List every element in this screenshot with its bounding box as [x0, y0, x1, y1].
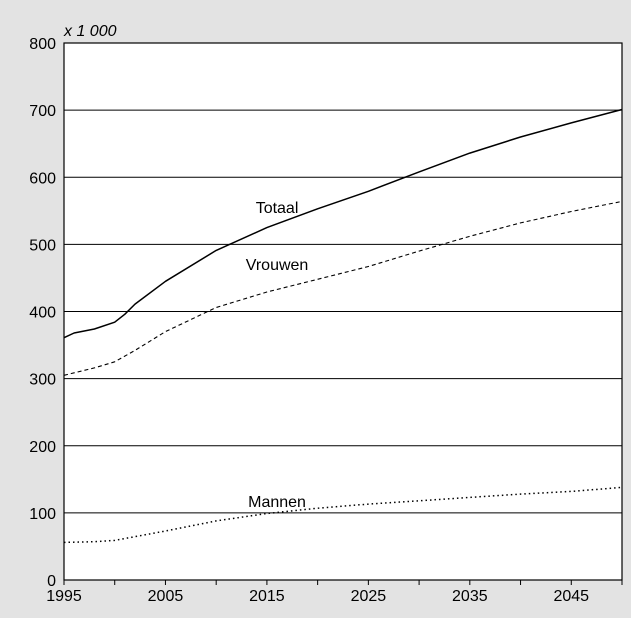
series-label-totaal: Totaal	[256, 200, 299, 217]
series-label-mannen: Mannen	[248, 494, 306, 511]
plot-frame	[63, 42, 623, 581]
series-line-mannen	[63, 486, 623, 544]
y-tick-label: 100	[29, 506, 56, 523]
y-tick-label: 0	[47, 573, 56, 590]
y-tick-label: 500	[29, 237, 56, 254]
y-tick-label: 400	[29, 305, 56, 322]
y-tick-label: 700	[29, 103, 56, 120]
y-tick-label: 800	[29, 36, 56, 53]
y-tick-label: 200	[29, 439, 56, 456]
x-tick-label: 2025	[351, 588, 387, 605]
x-tick-label: 1995	[46, 588, 82, 605]
y-tick-label: 600	[29, 170, 56, 187]
x-tick-label: 2035	[452, 588, 488, 605]
series-line-vrouwen	[63, 200, 623, 376]
series-line-totaal	[63, 108, 623, 339]
series-label-vrouwen: Vrouwen	[246, 257, 309, 274]
x-tick-label: 2045	[553, 588, 589, 605]
y-unit-label: x 1 000	[63, 23, 117, 40]
x-tick-label: 2015	[249, 588, 285, 605]
y-tick-label: 300	[29, 372, 56, 389]
x-tick-label: 2005	[148, 588, 184, 605]
